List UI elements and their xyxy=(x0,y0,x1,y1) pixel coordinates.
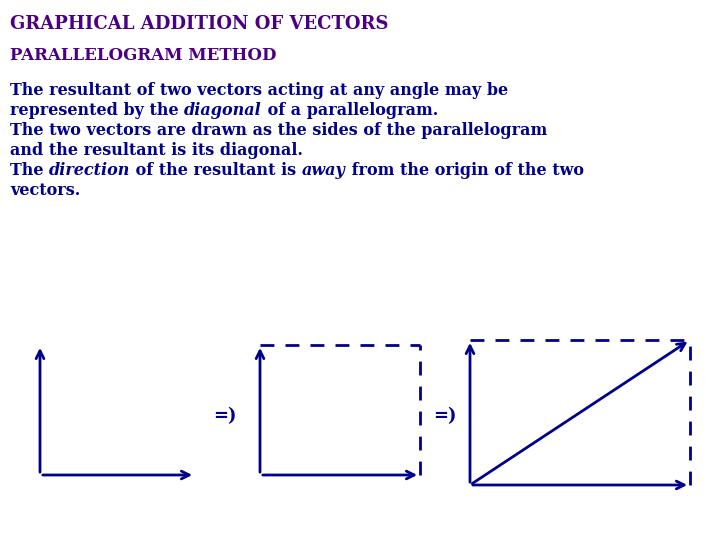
Text: =): =) xyxy=(433,408,456,426)
Text: vectors.: vectors. xyxy=(10,182,80,199)
Text: away: away xyxy=(302,162,346,179)
Text: of the resultant is: of the resultant is xyxy=(130,162,302,179)
Text: represented by the: represented by the xyxy=(10,102,184,119)
Text: The: The xyxy=(10,162,49,179)
Text: and the resultant is its diagonal.: and the resultant is its diagonal. xyxy=(10,142,303,159)
Text: =): =) xyxy=(213,408,237,426)
Text: The resultant of two vectors acting at any angle may be: The resultant of two vectors acting at a… xyxy=(10,82,508,99)
Text: GRAPHICAL ADDITION OF VECTORS: GRAPHICAL ADDITION OF VECTORS xyxy=(10,15,389,33)
Text: of a parallelogram.: of a parallelogram. xyxy=(262,102,438,119)
Text: diagonal: diagonal xyxy=(184,102,262,119)
Text: PARALLELOGRAM METHOD: PARALLELOGRAM METHOD xyxy=(10,47,276,64)
Text: direction: direction xyxy=(49,162,130,179)
Text: from the origin of the two: from the origin of the two xyxy=(346,162,584,179)
Text: The two vectors are drawn as the sides of the parallelogram: The two vectors are drawn as the sides o… xyxy=(10,122,547,139)
